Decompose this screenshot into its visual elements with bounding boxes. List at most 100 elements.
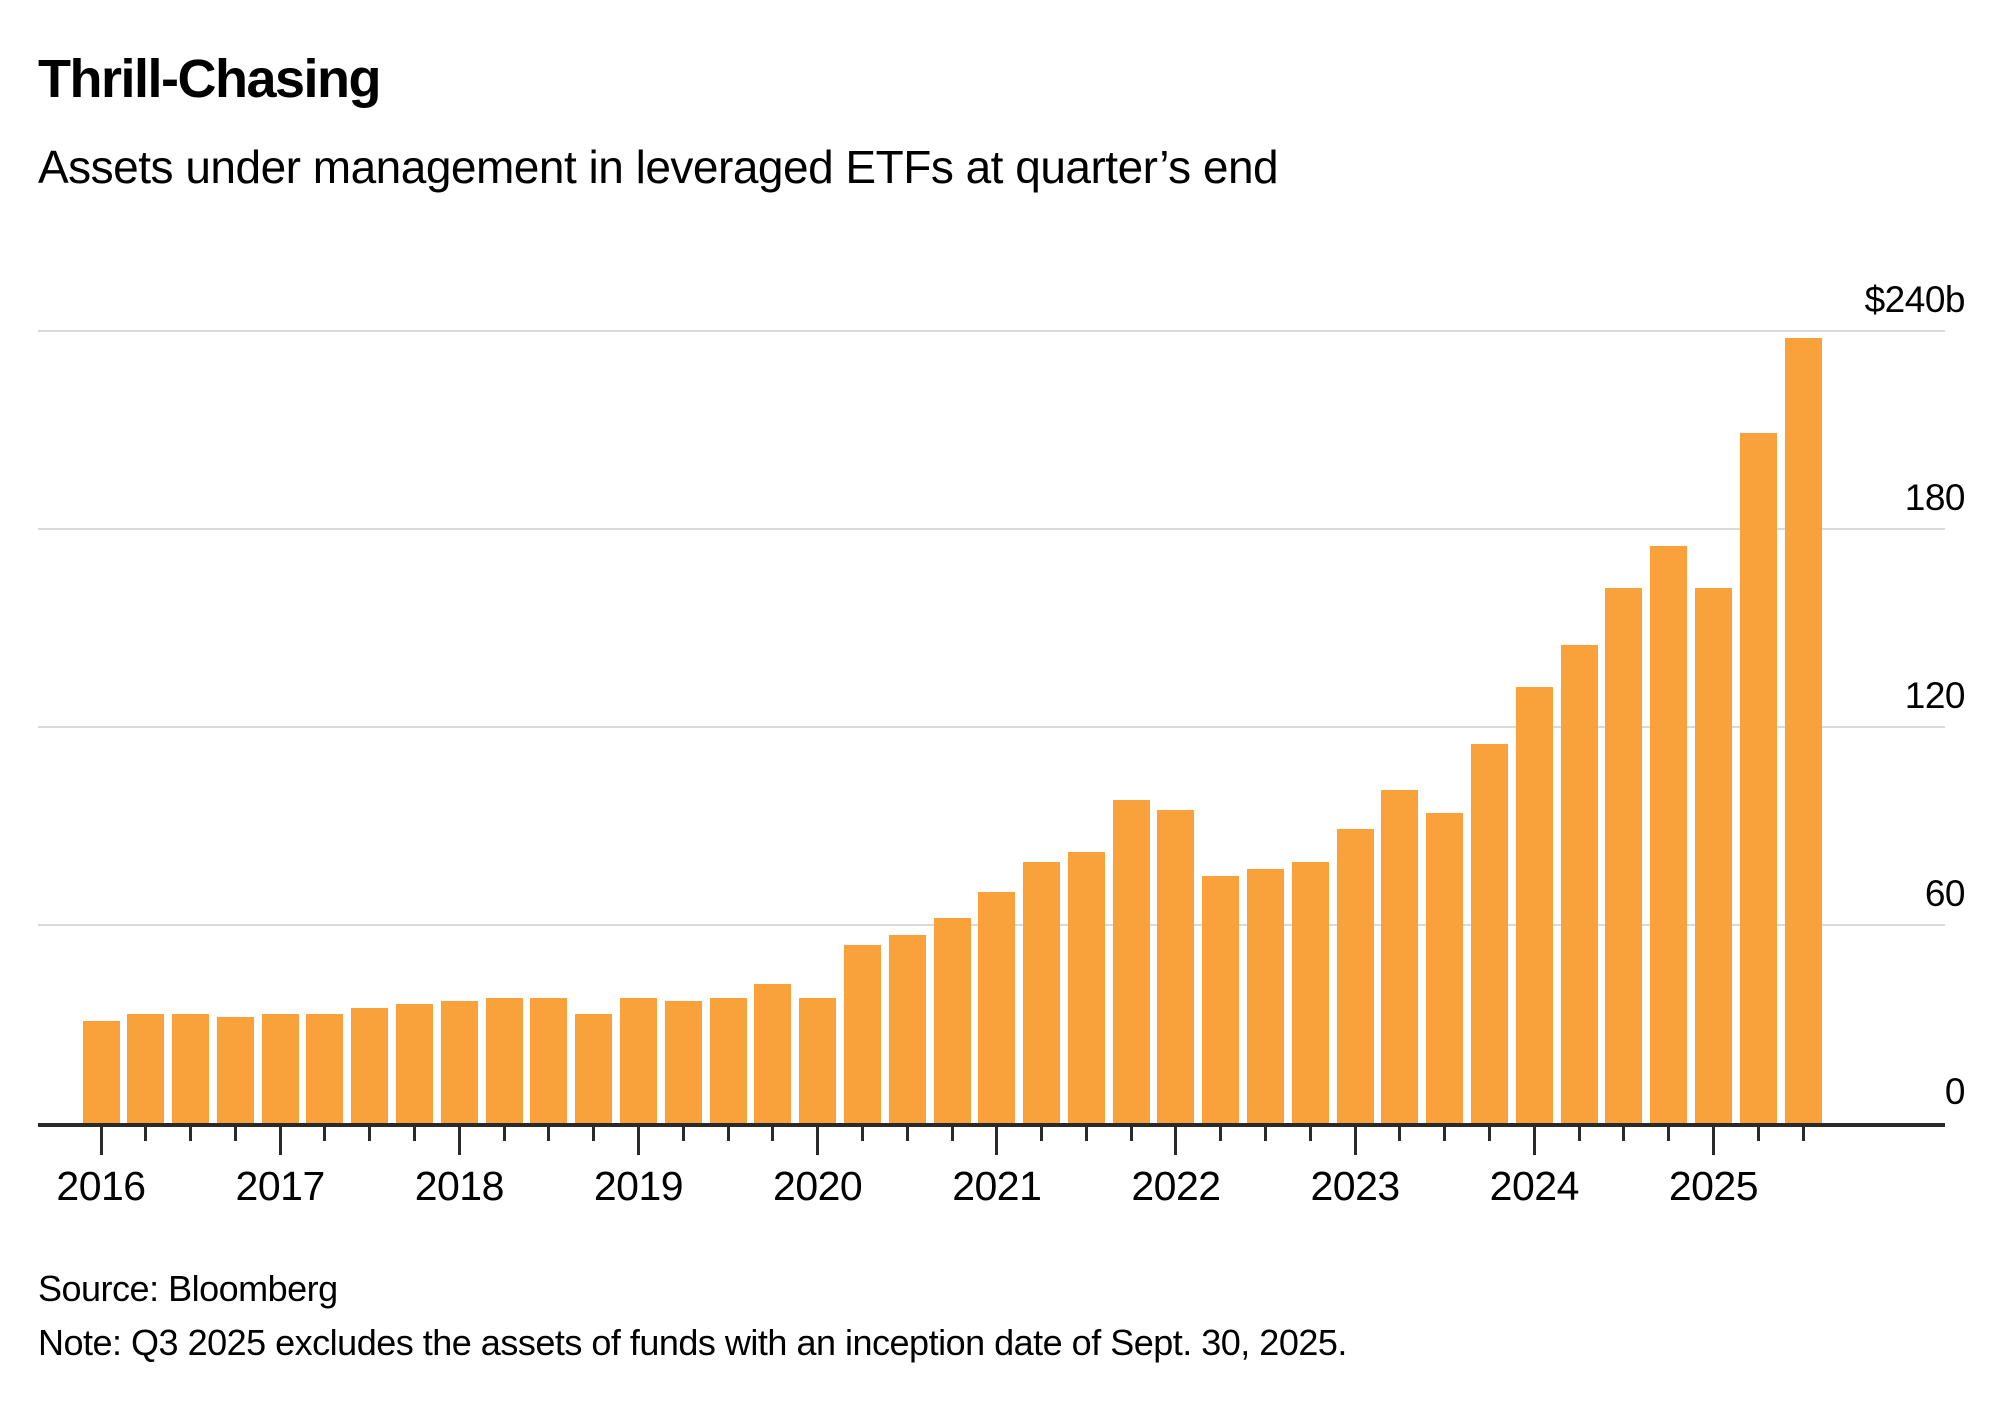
bar-Q1-2025 (1694, 588, 1732, 1123)
year-label-2021: 2021 (952, 1163, 1042, 1209)
x-tick-Q4-2017 (413, 1127, 417, 1141)
bar-Q1-2018 (440, 1000, 478, 1123)
y-axis-label-120: 120 (1904, 675, 1966, 716)
bar-Q4-2017 (396, 1004, 434, 1123)
year-label-2016: 2016 (56, 1163, 146, 1209)
bar-Q3-2016 (172, 1014, 210, 1123)
bar-Q3-2017 (351, 1007, 389, 1123)
bar-Q1-2017 (261, 1014, 299, 1123)
bar-Q3-2024 (1605, 588, 1643, 1123)
x-tick-Q4-2022 (1308, 1127, 1312, 1141)
x-tick-Q2-2018 (502, 1127, 506, 1141)
gridline-120 (38, 726, 1945, 728)
x-tick-Q3-2022 (1264, 1127, 1268, 1141)
x-tick-Q3-2023 (1443, 1127, 1447, 1141)
gridline-180 (38, 528, 1945, 530)
bar-Q1-2024 (1515, 687, 1553, 1123)
bar-Q2-2017 (306, 1014, 344, 1123)
bar-Q4-2023 (1470, 743, 1508, 1123)
x-tick-Q1-2024 (1532, 1127, 1536, 1155)
source-line: Source: Bloomberg (38, 1268, 338, 1309)
x-tick-Q1-2020 (816, 1127, 820, 1155)
y-axis-label-180: 180 (1904, 477, 1966, 518)
bar-Q4-2022 (1291, 862, 1329, 1123)
x-tick-Q2-2025 (1756, 1127, 1760, 1141)
bar-Q3-2019 (709, 997, 747, 1123)
bar-Q1-2021 (978, 892, 1016, 1123)
bar-Q4-2019 (754, 984, 792, 1123)
bar-Q4-2016 (216, 1017, 254, 1123)
bar-Q1-2019 (619, 997, 657, 1123)
x-tick-Q2-2016 (144, 1127, 148, 1141)
x-tick-Q4-2021 (1129, 1127, 1133, 1141)
bar-Q2-2024 (1560, 644, 1598, 1123)
x-tick-Q1-2018 (457, 1127, 461, 1155)
bar-Q2-2022 (1202, 875, 1240, 1123)
bar-Q1-2016 (82, 1020, 120, 1123)
y-axis-label-0: 0 (1944, 1071, 1966, 1112)
y-axis-label-60: 60 (1924, 873, 1966, 914)
x-tick-Q2-2022 (1219, 1127, 1223, 1141)
year-label-2022: 2022 (1131, 1163, 1221, 1209)
x-tick-Q1-2023 (1353, 1127, 1357, 1155)
x-tick-Q2-2017 (323, 1127, 327, 1141)
bar-Q4-2024 (1650, 545, 1688, 1123)
bar-Q3-2025 (1784, 337, 1822, 1123)
x-tick-Q3-2020 (905, 1127, 909, 1141)
bar-Q4-2021 (1112, 799, 1150, 1123)
x-tick-Q3-2018 (547, 1127, 551, 1141)
bar-Q3-2020 (888, 934, 926, 1123)
note-line: Note: Q3 2025 excludes the assets of fun… (38, 1322, 1347, 1363)
x-tick-Q1-2017 (278, 1127, 282, 1155)
year-label-2017: 2017 (235, 1163, 326, 1209)
bar-Q1-2023 (1336, 829, 1374, 1123)
year-label-2019: 2019 (593, 1163, 684, 1209)
x-tick-Q3-2016 (189, 1127, 193, 1141)
page-subtitle: Assets under management in leveraged ETF… (38, 141, 1279, 193)
x-tick-Q2-2021 (1040, 1127, 1044, 1141)
bar-Q4-2018 (575, 1014, 613, 1123)
x-tick-Q3-2025 (1801, 1127, 1805, 1141)
x-tick-Q1-2019 (636, 1127, 640, 1155)
x-tick-Q3-2021 (1084, 1127, 1088, 1141)
bar-Q2-2020 (843, 944, 881, 1123)
bar-Q2-2021 (1023, 862, 1061, 1123)
x-tick-Q4-2023 (1487, 1127, 1491, 1141)
x-tick-Q2-2024 (1577, 1127, 1581, 1141)
year-label-2025: 2025 (1668, 1163, 1759, 1209)
x-tick-Q4-2016 (233, 1127, 237, 1141)
x-tick-Q2-2023 (1398, 1127, 1402, 1141)
bar-Q2-2025 (1739, 433, 1777, 1123)
x-tick-Q4-2020 (950, 1127, 954, 1141)
x-tick-Q1-2022 (1174, 1127, 1178, 1155)
bar-Q3-2021 (1067, 852, 1105, 1123)
x-tick-Q4-2024 (1667, 1127, 1671, 1141)
year-label-2020: 2020 (773, 1163, 863, 1209)
bar-Q3-2023 (1426, 812, 1464, 1123)
bar-Q2-2019 (664, 1000, 702, 1123)
bar-Q1-2020 (799, 997, 837, 1123)
bar-Q3-2018 (530, 997, 568, 1123)
page-title: Thrill-Chasing (38, 49, 382, 109)
year-label-2018: 2018 (414, 1163, 505, 1209)
bar-Q2-2016 (127, 1014, 165, 1123)
bar-Q3-2022 (1247, 868, 1285, 1123)
bar-Q2-2023 (1381, 789, 1419, 1123)
bar-Q2-2018 (485, 997, 523, 1123)
y-axis-label-240: $240b (1864, 279, 1966, 320)
x-tick-Q4-2019 (771, 1127, 775, 1141)
x-axis-line (38, 1123, 1945, 1127)
year-label-2024: 2024 (1489, 1163, 1580, 1209)
x-tick-Q1-2021 (995, 1127, 999, 1155)
bar-Q1-2022 (1157, 809, 1195, 1123)
year-label-2023: 2023 (1310, 1163, 1401, 1209)
x-tick-Q4-2018 (592, 1127, 596, 1141)
x-tick-Q3-2024 (1622, 1127, 1626, 1141)
x-tick-Q2-2019 (681, 1127, 685, 1141)
bar-Q4-2020 (933, 918, 971, 1123)
x-tick-Q3-2017 (368, 1127, 372, 1141)
x-tick-Q1-2025 (1711, 1127, 1715, 1155)
x-tick-Q3-2019 (726, 1127, 730, 1141)
x-tick-Q2-2020 (860, 1127, 864, 1141)
